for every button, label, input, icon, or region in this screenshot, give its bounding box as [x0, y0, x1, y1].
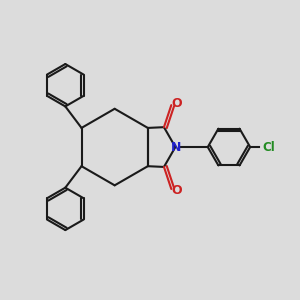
Text: N: N [171, 141, 181, 154]
Text: Cl: Cl [262, 141, 275, 154]
Text: O: O [171, 184, 182, 197]
Text: O: O [171, 97, 182, 110]
